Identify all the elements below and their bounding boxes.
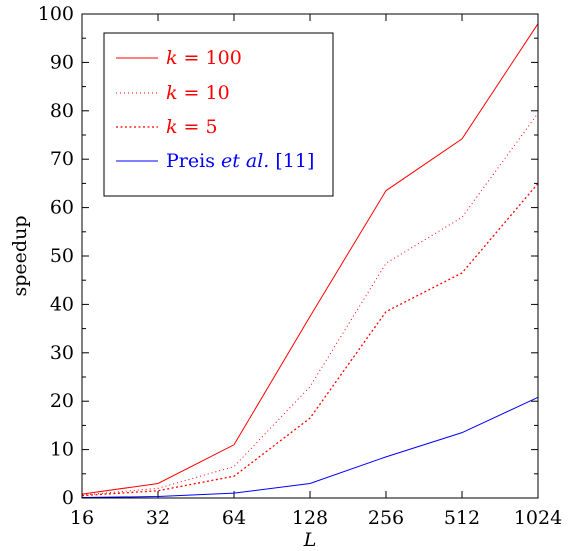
y-tick-label: 90 xyxy=(50,51,74,73)
legend-label-0: k = 100 xyxy=(166,47,242,69)
labels-layer: 0 10 20 30 40 50 60 70 80 90 100 16 32 64 128 256 512 102… xyxy=(38,3,562,529)
y-tick-label: 0 xyxy=(62,487,74,509)
x-tick-label: 16 xyxy=(70,507,94,529)
y-tick-label: 70 xyxy=(50,148,74,170)
series-line-3 xyxy=(81,396,539,499)
series-layer xyxy=(81,23,539,499)
plot-frame xyxy=(81,13,539,499)
x-tick-label: 256 xyxy=(368,507,404,529)
x-tick-label: 1024 xyxy=(514,507,562,529)
x-tick-label: 512 xyxy=(444,507,480,529)
legend-label-1: k = 10 xyxy=(166,82,230,104)
series-line-1 xyxy=(81,112,539,496)
x-axis-title: L xyxy=(303,529,317,551)
series-line-0 xyxy=(81,23,539,495)
y-tick-label: 80 xyxy=(50,100,74,122)
ticks-layer xyxy=(81,13,539,499)
legend-label-3: Preis et al. [11] xyxy=(166,150,314,172)
y-tick-label: 40 xyxy=(50,293,74,315)
x-tick-label: 128 xyxy=(292,507,328,529)
y-tick-label: 50 xyxy=(50,245,74,267)
series-line-2 xyxy=(81,182,539,497)
legend-label-2: k = 5 xyxy=(166,116,218,138)
x-tick-label: 64 xyxy=(222,507,246,529)
legend-box xyxy=(103,32,334,197)
y-tick-label: 60 xyxy=(50,197,74,219)
x-tick-label: 32 xyxy=(146,507,170,529)
legend: k = 100 k = 10 k = 5 Preis et al. [11] xyxy=(103,32,334,197)
y-tick-label: 100 xyxy=(38,3,74,25)
y-tick-label: 20 xyxy=(50,390,74,412)
y-tick-label: 10 xyxy=(50,439,74,461)
y-tick-label: 30 xyxy=(50,342,74,364)
y-axis-title: speedup xyxy=(9,216,31,297)
